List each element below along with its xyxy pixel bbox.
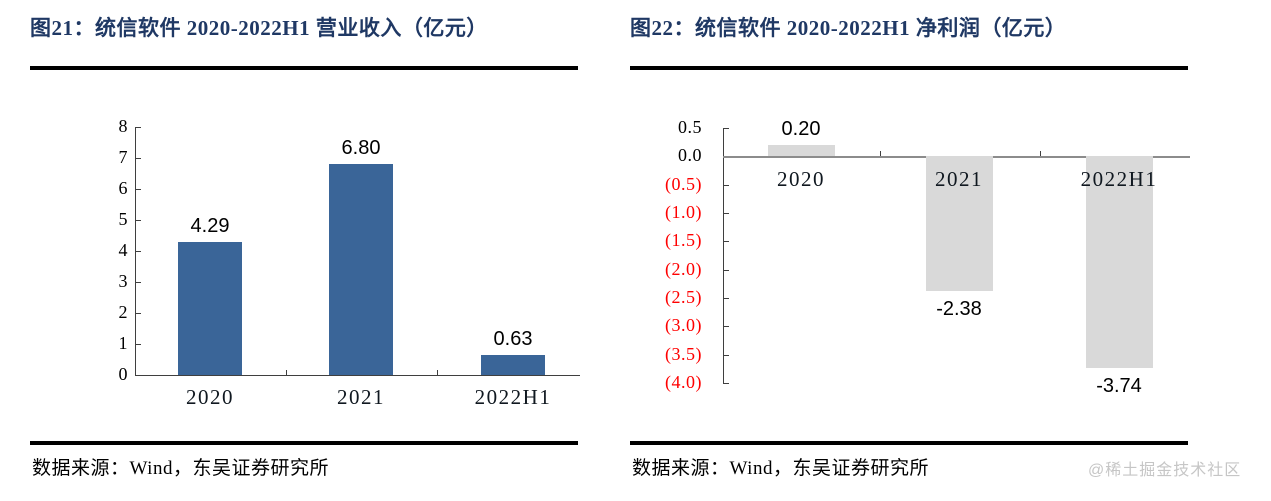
y-axis-tick [723, 326, 729, 328]
category-label: 2022H1 [1080, 167, 1158, 191]
category-label: 2021 [337, 385, 385, 409]
y-axis-tick [135, 282, 141, 283]
footer-rule [30, 441, 578, 445]
y-tick-label: 5 [118, 209, 128, 229]
y-axis-line [723, 128, 724, 383]
y-axis-tick [135, 344, 141, 345]
value-label: 4.29 [190, 215, 230, 237]
x-axis-tick [437, 370, 438, 375]
y-tick-label: 0 [118, 364, 128, 384]
y-axis-tick [723, 269, 729, 271]
x-axis-tick [1040, 151, 1041, 157]
title-rule [30, 66, 578, 70]
chart-title-revenue: 图21：统信软件 2020-2022H1 营业收入（亿元） [30, 16, 488, 40]
y-axis-tick [135, 220, 141, 221]
x-axis-tick [880, 151, 881, 157]
y-axis-tick [135, 158, 141, 159]
y-tick-label: (2.0) [665, 258, 702, 279]
y-tick-label: (3.5) [665, 343, 702, 364]
y-tick-label: (0.5) [665, 173, 702, 194]
y-tick-label: 0.5 [678, 117, 702, 137]
y-tick-label: 0.0 [678, 145, 702, 166]
bar-2020 [178, 242, 242, 375]
y-axis-tick [723, 354, 729, 356]
y-tick-label: (1.5) [665, 230, 702, 251]
chart-canvas-0: 8 7 6 5 4 3 2 1 0 4.29 6.80 0.63 2020 2021 2022H1 [30, 0, 580, 501]
bar-2022H1 [481, 355, 545, 375]
category-label: 2020 [186, 385, 234, 409]
y-axis-tick [135, 251, 141, 252]
y-axis-tick [723, 383, 729, 384]
data-source-label: 数据来源：Wind，东吴证券研究所 [32, 458, 329, 479]
y-axis-tick [723, 213, 729, 214]
footer-rule [630, 441, 1188, 445]
bar-2021 [925, 156, 993, 292]
y-tick-label: 3 [118, 271, 128, 291]
value-label: 0.63 [493, 328, 533, 351]
watermark: @稀土掘金技术社区 [1088, 462, 1242, 479]
y-axis-tick [723, 298, 729, 299]
y-axis-tick [723, 241, 729, 243]
category-label: 2022H1 [474, 385, 552, 409]
value-label: 6.80 [341, 137, 381, 160]
value-label: -3.74 [1096, 375, 1142, 398]
y-tick-label: (3.0) [665, 315, 702, 336]
y-tick-label: 1 [118, 333, 128, 353]
y-axis-tick [135, 189, 141, 190]
title-rule [630, 66, 1188, 70]
bar-2021 [329, 164, 393, 375]
data-source-label: 数据来源：Wind，东吴证券研究所 [632, 458, 929, 479]
category-label: 2020 [777, 167, 825, 191]
panel-revenue-chart: 图21：统信软件 2020-2022H1 营业收入（亿元） 8 7 6 5 4 3 2 1 0 4… [30, 0, 580, 501]
y-tick-label: 2 [118, 302, 128, 322]
chart-title-netprofit: 图22：统信软件 2020-2022H1 净利润（亿元） [630, 16, 1067, 40]
y-tick-label: 8 [118, 116, 128, 136]
y-axis-tick [723, 184, 729, 186]
x-axis-tick [286, 370, 287, 375]
y-tick-label: 7 [118, 147, 128, 167]
bar-2020 [767, 145, 835, 157]
x-axis-line [135, 375, 580, 376]
bar-2022H1 [1085, 156, 1153, 369]
panel-netprofit-chart: 图22：统信软件 2020-2022H1 净利润（亿元） 0.5 0.0 (0.5)… [630, 0, 1190, 501]
y-tick-label: (4.0) [665, 372, 702, 392]
y-tick-label: 4 [118, 240, 128, 260]
y-tick-label: (2.5) [665, 287, 702, 307]
category-label: 2021 [935, 167, 983, 191]
y-axis-tick [135, 313, 141, 314]
y-axis-tick [135, 127, 141, 128]
y-axis-tick [723, 128, 729, 129]
value-label: 0.20 [781, 118, 821, 140]
y-tick-label: (1.0) [665, 202, 702, 222]
y-tick-label: 6 [118, 178, 128, 198]
value-label: -2.38 [936, 298, 982, 321]
chart-canvas-1: 0.5 0.0 (0.5) (1.0) (1.5) (2.0) (2.5) (3.0) (3.5… [630, 0, 1190, 501]
